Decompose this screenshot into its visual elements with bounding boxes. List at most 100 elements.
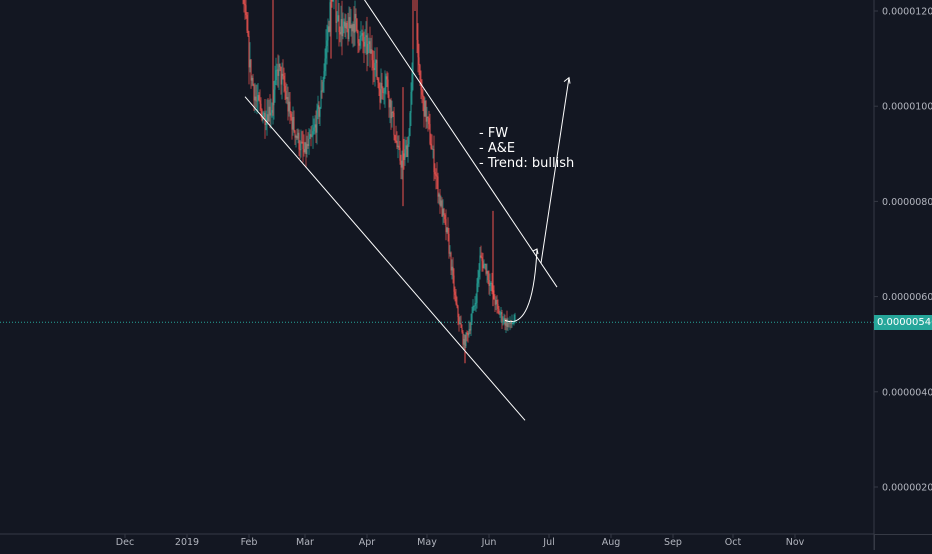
candle-body (351, 24, 353, 32)
candle-body (286, 97, 288, 100)
candle-body (350, 24, 352, 29)
candle-body (454, 291, 456, 295)
candle-body (466, 332, 468, 334)
candle-body (284, 85, 286, 92)
axis-corner[interactable] (874, 534, 932, 550)
candle-body (349, 17, 351, 29)
candle-body (480, 255, 482, 258)
x-tick-label: Aug (602, 537, 621, 548)
candle-body (292, 116, 294, 130)
x-tick-label: 2019 (175, 537, 199, 548)
candle-body (372, 60, 374, 69)
candle-body (384, 87, 386, 93)
candle-body (499, 314, 501, 315)
candle-body (437, 176, 439, 197)
candle-body (313, 127, 315, 132)
candle-body (399, 147, 401, 161)
candle-body (469, 329, 471, 331)
candle-body (485, 264, 487, 274)
current-price-badge: 0.00000546 (874, 314, 932, 330)
candle-body (444, 215, 446, 220)
candle-body (291, 117, 293, 130)
candle-body (261, 109, 263, 121)
candle-body (407, 143, 409, 157)
candle-body (405, 145, 407, 150)
candle-body (496, 299, 498, 304)
candle-body (352, 23, 354, 32)
candle-body (456, 303, 458, 307)
candle-body (404, 149, 406, 160)
candle-body (304, 142, 306, 153)
candle-body (441, 200, 443, 217)
candle-body (476, 283, 478, 303)
candle-body (299, 149, 301, 151)
candle-body (426, 116, 428, 122)
candle-body (341, 19, 343, 37)
candle-body (432, 149, 434, 150)
candle-body (394, 135, 396, 141)
candle-body (467, 333, 469, 336)
candle-body (401, 160, 403, 168)
candle-body (320, 90, 322, 108)
candle-body (433, 149, 435, 173)
candle-body (368, 41, 370, 44)
candle-body (459, 322, 461, 324)
candle-body (409, 112, 411, 136)
candle-body (439, 194, 441, 206)
candle-body (359, 35, 361, 46)
candle-body (514, 314, 516, 322)
annotation-line: - Trend: bullish (479, 156, 575, 171)
candle-body (487, 271, 489, 281)
candle-body (277, 69, 279, 76)
candle-body (247, 30, 249, 36)
candle-body (340, 19, 342, 35)
candle-body (385, 76, 387, 88)
candle-body (363, 41, 365, 47)
candle-body (472, 306, 474, 314)
annotation-text[interactable]: - FW - A&E - Trend: bullish (479, 126, 574, 171)
candle-body (436, 175, 438, 177)
candle-body (490, 283, 492, 285)
candle-body (489, 283, 491, 286)
candle-body (512, 322, 514, 324)
candle-body (493, 290, 495, 300)
candle-body (278, 64, 280, 76)
candle-body (429, 124, 431, 144)
candle-body (263, 112, 265, 118)
candle-body (290, 113, 292, 118)
x-tick-label: Dec (116, 537, 134, 548)
candle-body (326, 40, 328, 47)
candle-body (491, 283, 493, 292)
candle-body (275, 70, 277, 81)
candle-body (343, 21, 345, 27)
candle-body (508, 322, 510, 324)
candle-body (397, 145, 399, 148)
candle-body (327, 26, 329, 41)
candle-body (298, 132, 300, 150)
candle-body (449, 252, 451, 254)
candle-body (470, 321, 472, 331)
candle-body (391, 111, 393, 119)
candle-body (431, 148, 433, 150)
candle-body (243, 0, 245, 4)
candle-body (507, 322, 509, 327)
candle-body (295, 136, 297, 138)
candle-body (474, 303, 476, 306)
candle-body (332, 0, 334, 2)
candle-body (395, 140, 397, 142)
candle-body (448, 233, 450, 254)
candle-body (312, 131, 314, 136)
candle-body (361, 33, 363, 36)
candle-body (310, 134, 312, 137)
candle-body (308, 138, 310, 146)
candle-body (495, 299, 497, 305)
candle-body (249, 59, 251, 68)
candle-body (386, 76, 388, 80)
candle-body (419, 65, 421, 80)
annotation-line: - A&E (479, 141, 516, 156)
candle-body (484, 264, 486, 265)
candle-body (322, 81, 324, 92)
